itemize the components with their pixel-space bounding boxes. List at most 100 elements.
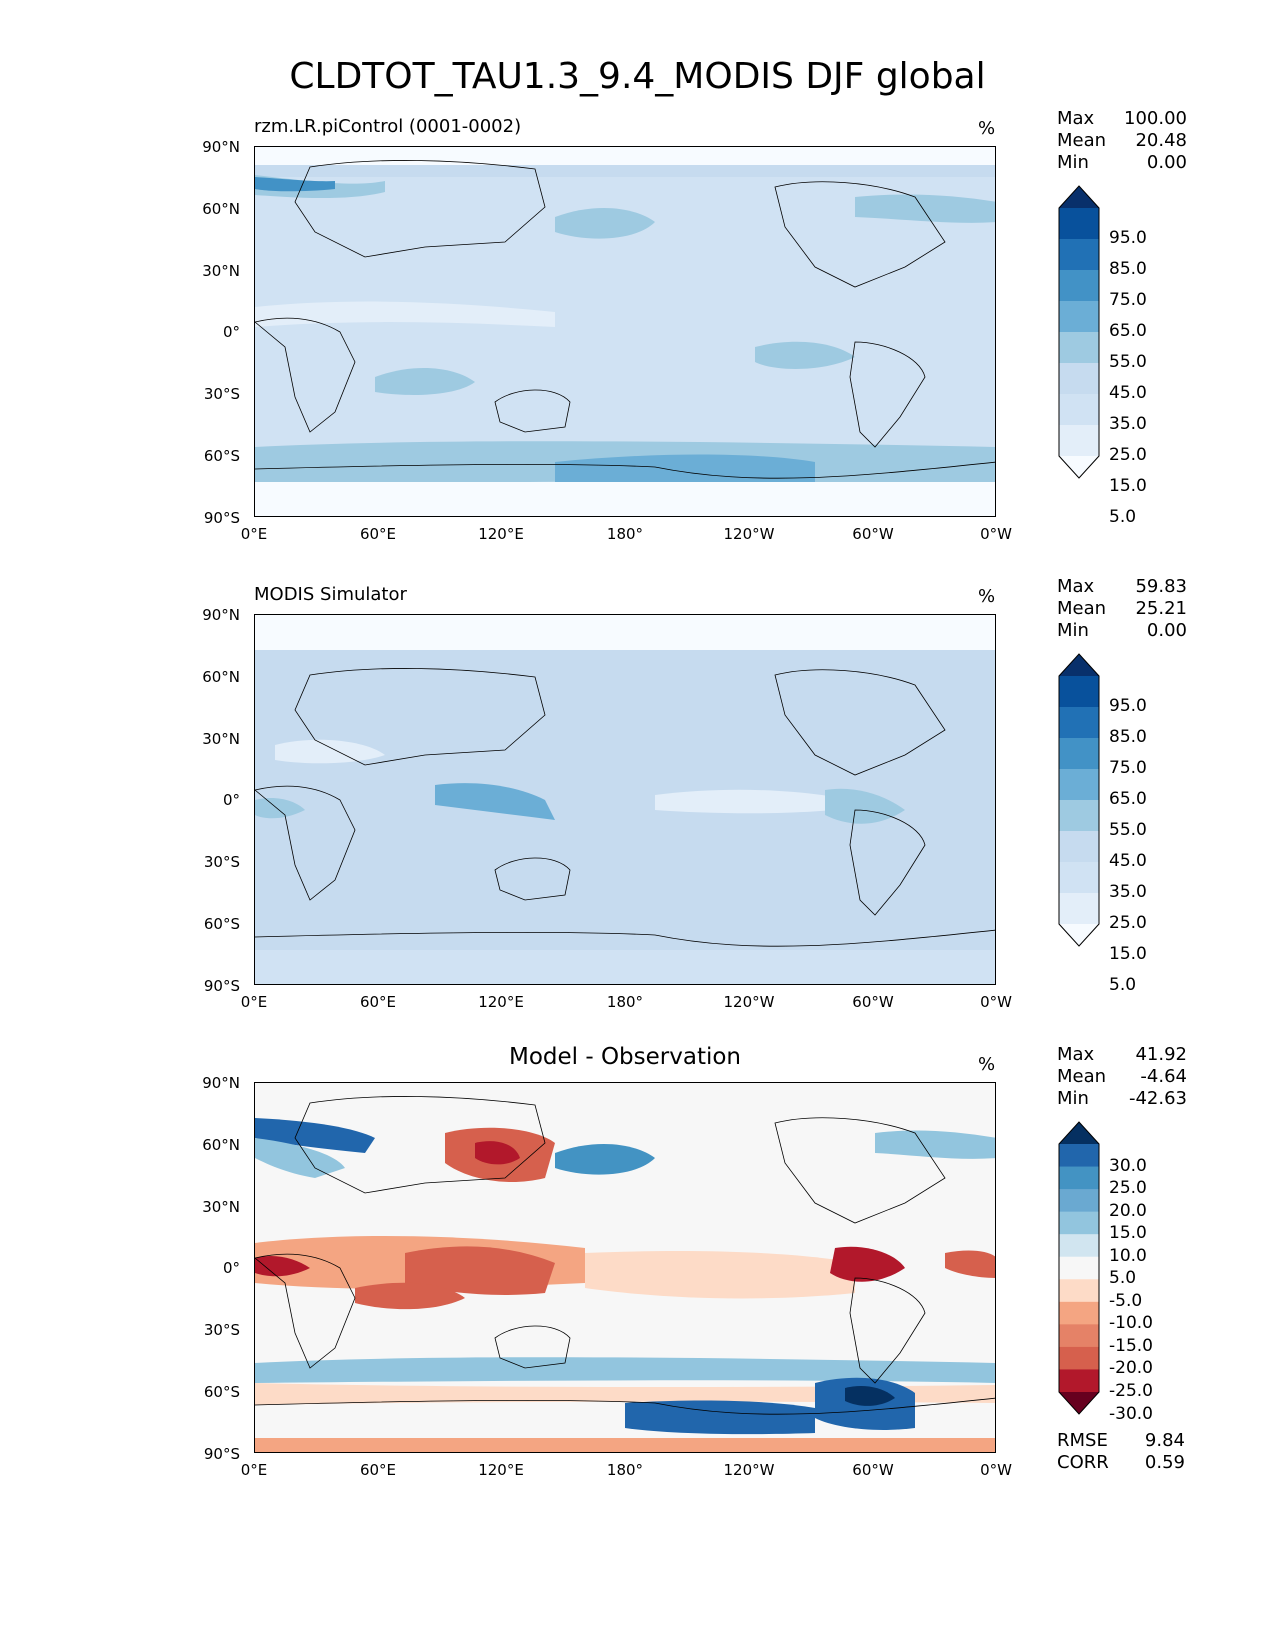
lat-tick-label: 60°S [203,1383,240,1401]
colorbar-tick-label: 65.0 [1109,321,1147,341]
lon-tick-label: 0°W [980,1461,1012,1479]
colorbar-outline [1058,185,1100,479]
lon-tick-label: 120°E [478,1461,524,1479]
colorbar-segment [1059,707,1099,739]
stat-label: Mean [1057,598,1107,619]
colorbar-segment [1059,1324,1099,1348]
lat-tick-label: 90°S [203,977,240,995]
panel-model: rzm.LR.piControl (0001-0002) % 90°N 60°N… [0,108,1275,586]
stat-max: 100.00 [1124,108,1187,129]
colorbar-segment [1059,831,1099,863]
lat-tick-label: 60°N [202,1136,240,1154]
colorbar-tick-label: 20.0 [1109,1200,1147,1221]
lat-tick-label: 0° [222,1259,240,1277]
stat-min: -42.63 [1128,1088,1187,1109]
lon-tick-label: 120°E [478,993,524,1011]
colorbar-tick-label: 25.0 [1109,913,1147,933]
lat-tick-label: 90°S [203,1445,240,1463]
lat-tick-label: 60°N [202,200,240,218]
colorbar-tick-label: 5.0 [1109,1268,1137,1289]
colorbar-segment [1059,1369,1099,1393]
colorbar-segment [1059,1166,1099,1190]
colorbar-tick-label: 10.0 [1109,1245,1147,1266]
lat-tick-label: 60°S [203,915,240,933]
lat-tick-label: 30°N [202,262,240,280]
colorbar-tick-label: -30.0 [1109,1403,1153,1424]
stat-min: 0.00 [1146,152,1187,173]
stats-box: Max 59.83 Mean 25.21 Min 0.00 [1057,576,1187,642]
colorbar-extend-top [1059,654,1099,676]
figure-title: CLDTOT_TAU1.3_9.4_MODIS DJF global [289,56,986,97]
colorbar-segment [1059,800,1099,832]
lon-tick-label: 180° [606,525,644,543]
colorbar-segment [1059,1189,1099,1213]
colorbar-tick-label: 45.0 [1109,383,1147,403]
panel-difference: Model - Observation % [0,1044,1275,1522]
lat-tick-label: 30°N [202,730,240,748]
colorbar-segment [1059,394,1099,426]
units-label: % [978,1054,996,1075]
lon-tick-label: 0°E [240,1461,268,1479]
lat-tick-label: 60°N [202,668,240,686]
corr-row: CORR 0.59 [1057,1452,1185,1473]
stat-label: Min [1057,620,1089,641]
colorbar-tick-label: 5.0 [1109,975,1137,995]
colorbar-extend-top [1059,186,1099,208]
lat-tick-label: 90°S [203,509,240,527]
colorbar-tick-label: 35.0 [1109,414,1147,434]
colorbar-segment [1059,208,1099,240]
colorbar-tick-label: 15.0 [1109,476,1147,496]
stat-mean: 20.48 [1135,130,1187,151]
panel-title: MODIS Simulator [254,584,407,605]
colorbar-tick-label: 95.0 [1109,228,1147,248]
colorbar-tick-label: 5.0 [1109,507,1137,527]
panel-observation: MODIS Simulator % 90°N 60°N 30°N 0° 30°S… [0,576,1275,1054]
stat-max: 41.92 [1135,1044,1187,1065]
rmse-row: RMSE 9.84 [1057,1430,1185,1451]
lon-tick-label: 60°E [359,525,397,543]
colorbar-tick-label: 75.0 [1109,290,1147,310]
colorbar-tick-label: 85.0 [1109,259,1147,279]
lon-tick-label: 120°W [723,1461,775,1479]
colorbar-extend-top [1059,1122,1099,1144]
colorbar-segment [1059,1234,1099,1258]
lat-tick-label: 30°S [203,1321,240,1339]
map-field [255,615,995,984]
colorbar-segment [1059,862,1099,894]
colorbar-tick-label: 15.0 [1109,1223,1147,1244]
lat-tick-label: 30°S [203,385,240,403]
lon-tick-label: 0°W [980,993,1012,1011]
panel-title: Model - Observation [508,1044,742,1070]
stat-label: Mean [1057,1066,1107,1087]
lon-tick-label: 60°E [359,993,397,1011]
colorbar-tick-label: 30.0 [1109,1155,1147,1176]
colorbar-tick-label: -15.0 [1109,1335,1153,1356]
colorbar-tick-label: 55.0 [1109,820,1147,840]
colorbar-segment [1059,1301,1099,1325]
colorbar-segment [1059,738,1099,770]
lon-tick-label: 120°W [723,993,775,1011]
lon-tick-label: 60°W [852,993,894,1011]
stat-mean: 25.21 [1135,598,1187,619]
lon-tick-label: 60°W [852,525,894,543]
colorbar [1058,1121,1100,1415]
colorbar-segment [1059,1256,1099,1280]
stats-box: Max 41.92 Mean -4.64 Min -42.63 [1057,1044,1187,1110]
colorbar-segment [1059,301,1099,333]
units-label: % [978,586,996,607]
corr-value: 0.59 [1144,1452,1185,1473]
lon-tick-label: 120°E [478,525,524,543]
lon-tick-label: 0°E [240,525,268,543]
colorbar-tick-label: 75.0 [1109,758,1147,778]
stat-label: Max [1057,1044,1095,1065]
colorbar-segment [1059,1346,1099,1370]
lon-tick-label: 120°W [723,525,775,543]
colorbar-tick-label: -25.0 [1109,1381,1153,1401]
lon-tick-label: 0°E [240,993,268,1011]
lat-tick-label: 60°S [203,447,240,465]
map-plot [254,1082,996,1453]
colorbar-segment [1059,676,1099,708]
colorbar-segment [1059,239,1099,271]
colorbar-tick-label: -5.0 [1109,1290,1143,1311]
colorbar-tick-label: 95.0 [1109,696,1147,716]
